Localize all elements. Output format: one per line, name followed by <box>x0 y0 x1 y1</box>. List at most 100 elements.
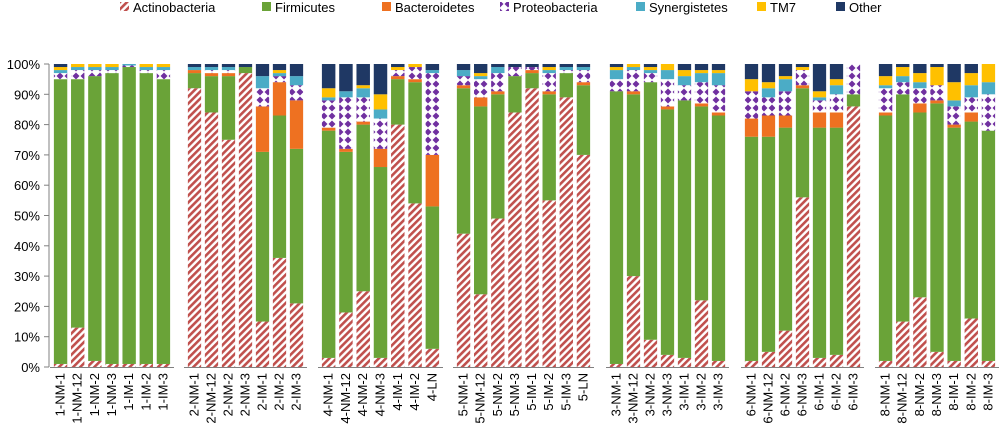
bar-segment-synergistetes <box>542 70 556 74</box>
bar-segment-actinobacteria <box>559 97 573 367</box>
bar-segment-tm7 <box>761 82 776 89</box>
bar-segment-other <box>795 64 810 68</box>
bar-segment-actinobacteria <box>626 276 641 367</box>
bar-6-im-3 <box>846 64 861 368</box>
bar-segment-actinobacteria <box>576 154 591 367</box>
bar-segment-synergistetes <box>187 67 202 71</box>
bar-segment-firmicutes <box>474 106 488 295</box>
x-tick-label: 5-NM-2 <box>490 373 505 416</box>
bar-segment-synergistetes <box>660 70 675 80</box>
bar-segment-bacteroidetes <box>964 112 978 122</box>
x-tick-label: 2-IM-3 <box>289 373 304 411</box>
bar-segment-actinobacteria <box>408 203 422 367</box>
y-tick-label: 50% <box>14 209 40 224</box>
bar-6-nm-2 <box>778 64 793 367</box>
x-tick-label: 3-IM-1 <box>677 373 692 411</box>
bar-segment-other <box>491 64 505 68</box>
bar-segment-tm7 <box>542 67 556 71</box>
bar-segment-synergistetes <box>576 67 591 71</box>
bar-segment-actinobacteria <box>964 318 978 367</box>
legend-item-tm7: TM7 <box>757 0 796 15</box>
y-tick-label: 60% <box>14 178 40 193</box>
bar-segment-other <box>761 64 776 83</box>
bar-segment-synergistetes <box>425 70 440 74</box>
bar-segment-bacteroidetes <box>408 79 422 83</box>
legend-label: Proteobacteria <box>513 0 598 15</box>
bar-segment-firmicutes <box>156 79 171 364</box>
bar-segment-other <box>356 64 370 86</box>
bar-segment-firmicutes <box>105 73 119 364</box>
bar-segment-proteobacteria <box>981 94 996 131</box>
y-tick-label: 40% <box>14 239 40 254</box>
bar-segment-actinobacteria <box>878 360 893 367</box>
x-tick-label: 2-NM-1 <box>187 373 202 416</box>
bar-segment-other <box>474 64 488 74</box>
bar-segment-other <box>508 64 522 68</box>
x-tick-label: 5-NM-3 <box>507 373 522 416</box>
bar-segment-tm7 <box>981 64 996 83</box>
x-tick-label: 4-IM-2 <box>407 373 422 411</box>
x-tick-label: 1-IM-3 <box>155 373 170 411</box>
bar-segment-bacteroidetes <box>576 82 591 86</box>
bar-4-nm-12 <box>339 64 353 367</box>
bar-segment-proteobacteria <box>778 91 793 116</box>
bar-segment-bacteroidetes <box>289 100 304 149</box>
bar-segment-firmicutes <box>846 94 861 107</box>
bar-segment-synergistetes <box>272 73 287 77</box>
bar-segment-firmicutes <box>321 130 336 358</box>
bar-segment-actinobacteria <box>139 363 153 367</box>
bar-segment-other <box>711 64 726 71</box>
bar-segment-tm7 <box>105 64 119 68</box>
bar-segment-other <box>812 64 827 92</box>
bar-segment-firmicutes <box>643 82 658 340</box>
bar-group-6 <box>741 64 864 368</box>
x-tick-label: 6-IM-2 <box>829 373 844 411</box>
bar-segment-actinobacteria <box>930 351 944 367</box>
x-tick-label: 5-LN <box>575 373 590 401</box>
bar-segment-firmicutes <box>508 76 522 113</box>
bar-segment-tm7 <box>694 70 709 74</box>
bar-segment-firmicutes <box>878 115 893 361</box>
bar-segment-synergistetes <box>321 97 336 101</box>
legend-label: Bacteroidetes <box>395 0 475 15</box>
bar-segment-synergistetes <box>255 76 270 89</box>
x-tick-label: 5-NM-1 <box>456 373 471 416</box>
bar-segment-other <box>373 64 388 95</box>
bar-segment-bacteroidetes <box>626 91 641 95</box>
bar-segment-proteobacteria <box>456 76 471 86</box>
bar-segment-firmicutes <box>778 127 793 331</box>
bar-segment-synergistetes <box>878 85 893 89</box>
bar-1-nm-3 <box>105 64 119 367</box>
bar-segment-actinobacteria <box>321 357 336 367</box>
bar-segment-tm7 <box>930 67 944 86</box>
legend-label: Firmicutes <box>275 0 335 15</box>
bar-segment-actinobacteria <box>53 363 68 367</box>
bar-segment-proteobacteria <box>626 70 641 92</box>
bar-4-nm-3 <box>373 64 388 367</box>
bar-8-nm-2 <box>913 64 927 367</box>
bar-segment-actinobacteria <box>947 360 961 367</box>
bar-segment-actinobacteria <box>896 321 910 367</box>
bar-segment-proteobacteria <box>913 88 927 104</box>
bar-segment-firmicutes <box>896 94 910 322</box>
y-tick-label: 100% <box>7 57 41 72</box>
bar-segment-actinobacteria <box>88 360 102 367</box>
bar-segment-firmicutes <box>626 94 641 277</box>
bar-segment-bacteroidetes <box>425 154 440 207</box>
bar-segment-proteobacteria <box>425 73 440 155</box>
bar-segment-other <box>576 64 591 68</box>
bar-1-im-3 <box>156 64 171 367</box>
bar-segment-proteobacteria <box>559 70 573 74</box>
bar-segment-actinobacteria <box>829 354 844 367</box>
x-tick-label: 3-IM-3 <box>711 373 726 411</box>
bar-5-im-2 <box>542 64 556 367</box>
bar-3-im-2 <box>694 64 709 367</box>
bar-6-im-1 <box>812 64 827 367</box>
bar-segment-bacteroidetes <box>204 73 219 77</box>
bar-group-5 <box>606 64 729 368</box>
bar-3-nm-1 <box>609 64 624 367</box>
bar-segment-actinobacteria <box>391 124 405 367</box>
bar-segment-actinobacteria <box>542 200 556 367</box>
bar-segment-tm7 <box>88 64 102 68</box>
